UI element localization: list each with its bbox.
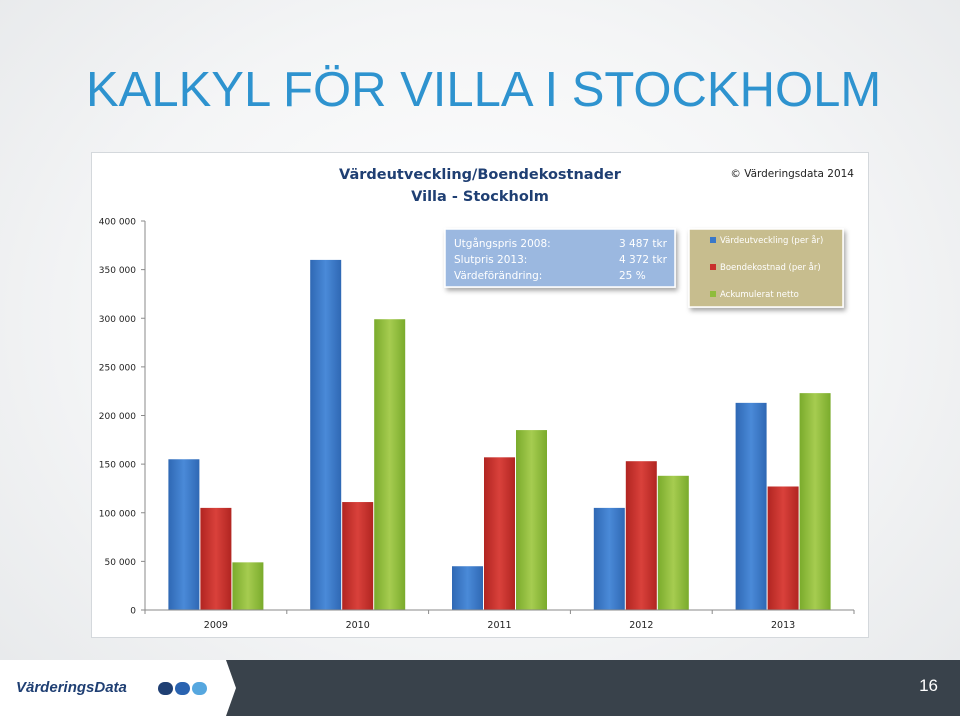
bar-2012-series-2 bbox=[625, 461, 657, 610]
x-axis: 2009 2010 2011 2012 2013 bbox=[144, 609, 855, 631]
y-axis: 0 50 000 100 000 150 000 200 000 250 000 300 0… bbox=[99, 218, 146, 617]
bar-2012-series-3 bbox=[657, 475, 689, 610]
logo-dot-3 bbox=[192, 682, 207, 695]
bar-2012-series-1 bbox=[593, 507, 625, 610]
bar-2009-series-3 bbox=[232, 562, 264, 610]
bar-2010-series-2 bbox=[342, 502, 374, 610]
legend-label: Boendekostnad (per år) bbox=[720, 262, 821, 273]
x-tick-label: 2013 bbox=[771, 620, 795, 631]
legend-items: Värdeutveckling (per år) Boendekostnad (p… bbox=[710, 235, 823, 300]
y-tick-label: 350 000 bbox=[99, 266, 136, 276]
y-tick-label: 400 000 bbox=[99, 218, 136, 228]
info-box-lines: Utgångspris 2008: 3 487 tkr Slutpris 2013:… bbox=[454, 237, 668, 282]
bar-2009-series-1 bbox=[168, 459, 200, 610]
logo-dot-2 bbox=[175, 682, 190, 695]
info-value: 4 372 tkr bbox=[619, 254, 668, 266]
chart-subtitle: Villa - Stockholm bbox=[411, 189, 549, 205]
y-tick-label: 150 000 bbox=[99, 461, 136, 471]
bar-2010-series-3 bbox=[374, 319, 406, 610]
y-tick-label: 0 bbox=[130, 607, 136, 617]
bar-2011-series-2 bbox=[484, 457, 515, 610]
logo-dot-1 bbox=[158, 682, 173, 695]
info-label: Slutpris 2013: bbox=[454, 254, 527, 266]
legend-swatch bbox=[710, 237, 716, 243]
legend-swatch bbox=[710, 291, 716, 297]
y-tick-label: 250 000 bbox=[99, 363, 136, 373]
info-value: 25 % bbox=[619, 270, 646, 282]
chart-title: Värdeutveckling/Boendekostnader bbox=[339, 167, 622, 183]
bar-2011-series-3 bbox=[516, 430, 547, 610]
legend-label: Ackumulerat netto bbox=[720, 290, 799, 300]
info-label: Utgångspris 2008: bbox=[454, 237, 551, 250]
slide-title: KALKYL FÖR VILLA I STOCKHOLM bbox=[86, 63, 882, 117]
logo-dots-icon bbox=[158, 682, 209, 700]
x-tick-label: 2012 bbox=[629, 620, 653, 631]
logo-wordmark: VärderingsData bbox=[16, 679, 127, 696]
bar-2013-series-1 bbox=[735, 402, 767, 610]
bar-2013-series-2 bbox=[767, 486, 799, 610]
bars-group bbox=[168, 259, 831, 610]
bar-2013-series-3 bbox=[799, 393, 831, 610]
y-tick-label: 300 000 bbox=[99, 315, 136, 325]
x-tick-label: 2010 bbox=[346, 620, 370, 631]
info-label: Värdeförändring: bbox=[454, 270, 542, 282]
x-tick-label: 2011 bbox=[487, 620, 511, 631]
bar-chart: Värdeutveckling/Boendekostnader Villa - … bbox=[99, 167, 855, 631]
info-box bbox=[444, 228, 676, 288]
page-number: 16 bbox=[919, 676, 938, 695]
y-tick-label: 200 000 bbox=[99, 412, 136, 422]
y-tick-label: 50 000 bbox=[105, 558, 137, 568]
bar-2010-series-1 bbox=[310, 259, 342, 610]
bar-2011-series-1 bbox=[452, 566, 483, 610]
footer-logo-area: VärderingsData bbox=[0, 660, 236, 716]
info-value: 3 487 tkr bbox=[619, 238, 668, 250]
chart-frame: Värdeutveckling/Boendekostnader Villa - … bbox=[91, 152, 869, 638]
bar-2009-series-2 bbox=[200, 507, 232, 610]
y-tick-label: 100 000 bbox=[99, 509, 136, 519]
legend-swatch bbox=[710, 264, 716, 270]
footer-bar: VärderingsData 16 bbox=[0, 660, 960, 716]
legend-label: Värdeutveckling (per år) bbox=[720, 235, 823, 246]
x-tick-label: 2009 bbox=[204, 620, 228, 631]
copyright-label: © Värderingsdata 2014 bbox=[730, 168, 854, 180]
